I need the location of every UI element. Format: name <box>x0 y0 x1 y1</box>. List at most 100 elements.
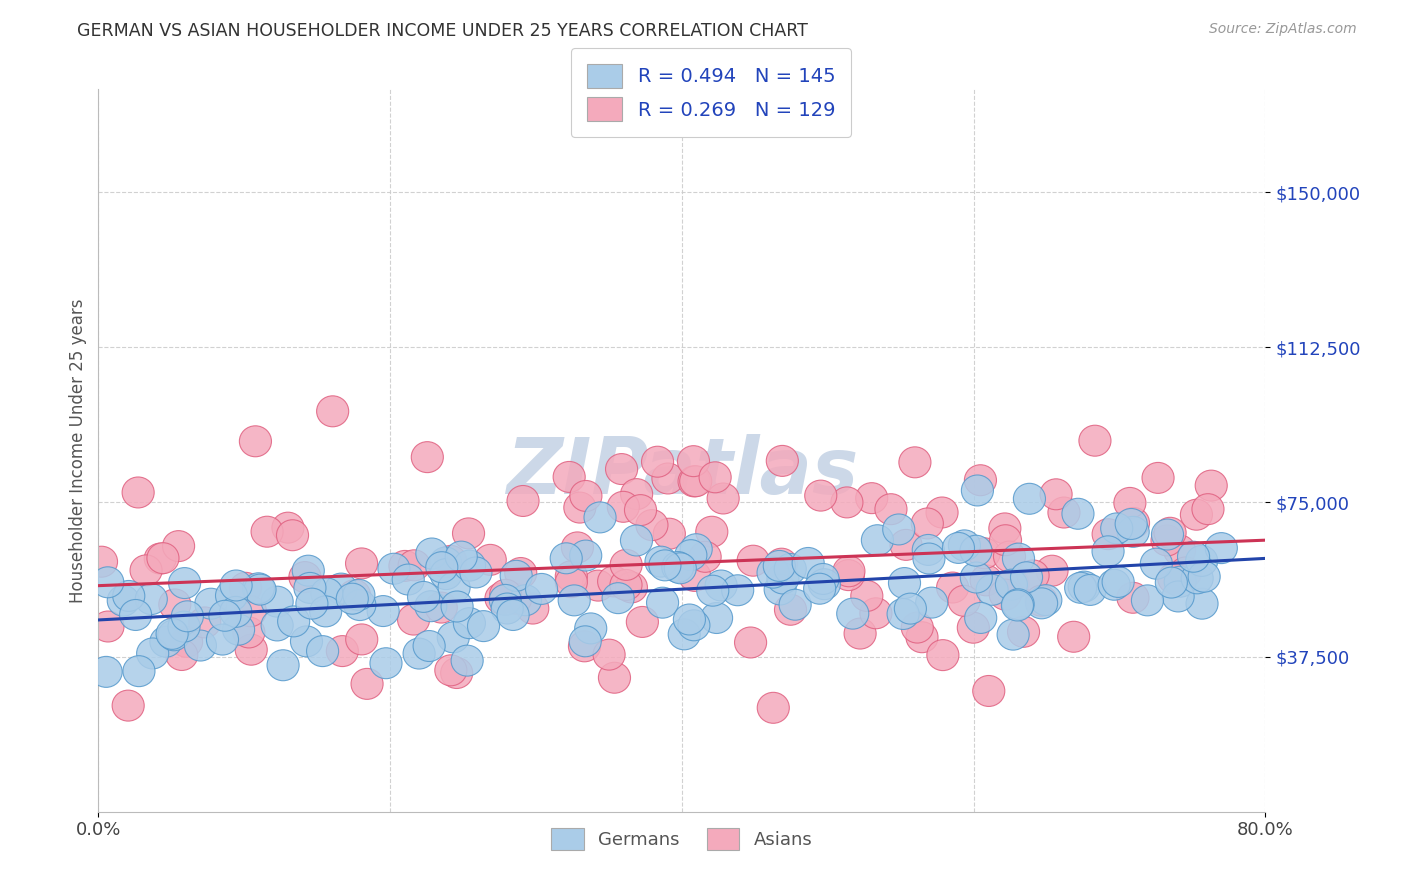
Ellipse shape <box>832 559 865 591</box>
Ellipse shape <box>239 425 271 457</box>
Ellipse shape <box>1157 563 1189 594</box>
Ellipse shape <box>626 607 658 638</box>
Ellipse shape <box>167 611 200 642</box>
Ellipse shape <box>898 447 931 478</box>
Ellipse shape <box>1118 516 1149 548</box>
Ellipse shape <box>721 574 754 606</box>
Ellipse shape <box>976 574 1008 606</box>
Ellipse shape <box>990 579 1021 610</box>
Ellipse shape <box>765 549 797 579</box>
Ellipse shape <box>569 626 602 657</box>
Ellipse shape <box>367 596 399 626</box>
Ellipse shape <box>1195 470 1227 501</box>
Ellipse shape <box>195 588 226 619</box>
Ellipse shape <box>453 607 485 639</box>
Ellipse shape <box>425 592 457 623</box>
Ellipse shape <box>378 553 411 584</box>
Ellipse shape <box>170 626 202 657</box>
Ellipse shape <box>997 619 1029 650</box>
Ellipse shape <box>517 593 548 624</box>
Ellipse shape <box>1177 541 1209 573</box>
Ellipse shape <box>758 692 789 723</box>
Ellipse shape <box>1152 525 1182 556</box>
Ellipse shape <box>262 586 294 617</box>
Ellipse shape <box>166 640 198 671</box>
Ellipse shape <box>508 485 538 516</box>
Ellipse shape <box>1115 508 1147 540</box>
Ellipse shape <box>607 491 640 523</box>
Ellipse shape <box>352 668 382 699</box>
Ellipse shape <box>91 611 124 642</box>
Ellipse shape <box>804 574 835 604</box>
Ellipse shape <box>598 566 630 597</box>
Ellipse shape <box>837 599 869 629</box>
Ellipse shape <box>675 540 707 571</box>
Ellipse shape <box>120 599 152 631</box>
Ellipse shape <box>451 645 484 676</box>
Ellipse shape <box>582 570 614 601</box>
Ellipse shape <box>509 585 541 615</box>
Ellipse shape <box>679 466 711 497</box>
Ellipse shape <box>430 558 463 590</box>
Ellipse shape <box>1017 560 1049 591</box>
Ellipse shape <box>792 548 824 578</box>
Ellipse shape <box>948 585 980 616</box>
Ellipse shape <box>1140 549 1173 579</box>
Ellipse shape <box>1181 500 1212 530</box>
Ellipse shape <box>434 655 467 686</box>
Ellipse shape <box>1078 425 1111 456</box>
Ellipse shape <box>1098 569 1130 600</box>
Ellipse shape <box>291 626 322 657</box>
Ellipse shape <box>309 596 342 627</box>
Ellipse shape <box>412 442 443 473</box>
Ellipse shape <box>1192 493 1225 524</box>
Ellipse shape <box>558 585 591 615</box>
Ellipse shape <box>942 533 974 564</box>
Ellipse shape <box>550 543 582 574</box>
Ellipse shape <box>1152 519 1184 550</box>
Ellipse shape <box>620 525 652 556</box>
Ellipse shape <box>416 538 449 569</box>
Ellipse shape <box>1047 497 1080 528</box>
Ellipse shape <box>339 580 371 611</box>
Ellipse shape <box>610 549 643 581</box>
Ellipse shape <box>700 602 733 633</box>
Ellipse shape <box>1057 622 1090 652</box>
Ellipse shape <box>467 611 499 641</box>
Ellipse shape <box>221 570 252 601</box>
Ellipse shape <box>440 657 472 689</box>
Ellipse shape <box>498 599 529 631</box>
Ellipse shape <box>1002 543 1035 574</box>
Ellipse shape <box>844 618 876 649</box>
Text: ZIPatlas: ZIPatlas <box>506 434 858 510</box>
Text: GERMAN VS ASIAN HOUSEHOLDER INCOME UNDER 25 YEARS CORRELATION CHART: GERMAN VS ASIAN HOUSEHOLDER INCOME UNDER… <box>77 22 808 40</box>
Ellipse shape <box>569 481 602 511</box>
Ellipse shape <box>965 602 997 633</box>
Ellipse shape <box>564 492 596 523</box>
Ellipse shape <box>763 550 796 582</box>
Ellipse shape <box>460 557 492 588</box>
Ellipse shape <box>1040 479 1073 510</box>
Ellipse shape <box>641 446 673 477</box>
Ellipse shape <box>1036 555 1069 586</box>
Ellipse shape <box>1164 535 1195 566</box>
Ellipse shape <box>1069 571 1101 602</box>
Ellipse shape <box>602 582 634 614</box>
Ellipse shape <box>252 516 283 547</box>
Ellipse shape <box>620 479 652 509</box>
Ellipse shape <box>489 584 522 615</box>
Ellipse shape <box>1164 566 1197 598</box>
Ellipse shape <box>875 493 907 524</box>
Ellipse shape <box>599 662 630 693</box>
Ellipse shape <box>453 518 485 549</box>
Ellipse shape <box>277 520 308 550</box>
Ellipse shape <box>307 636 339 666</box>
Ellipse shape <box>962 475 994 506</box>
Ellipse shape <box>673 604 706 635</box>
Ellipse shape <box>960 535 993 566</box>
Ellipse shape <box>766 563 799 594</box>
Ellipse shape <box>1011 562 1043 592</box>
Ellipse shape <box>1102 566 1135 598</box>
Ellipse shape <box>988 513 1021 544</box>
Ellipse shape <box>1025 588 1057 619</box>
